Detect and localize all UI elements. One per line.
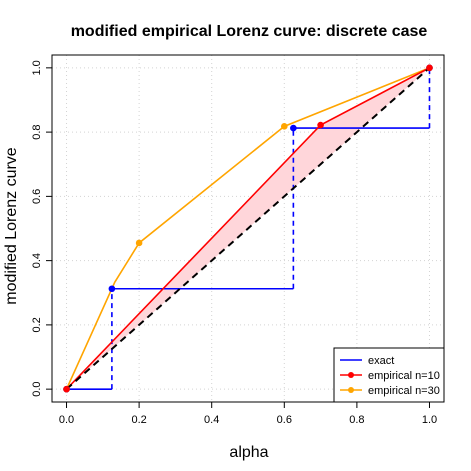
point-empirical-n-30 <box>280 123 288 130</box>
series-points-group <box>63 64 433 393</box>
y-tick-label: 0.8 <box>31 124 43 139</box>
y-tick-label: 0.6 <box>31 189 43 204</box>
y-axis-label: modified Lorenz curve <box>3 147 20 305</box>
x-tick-label: 0.6 <box>277 414 292 426</box>
point-empirical-n-10 <box>426 64 433 72</box>
x-tick-label: 0.4 <box>204 414 219 426</box>
point-empirical-n-10 <box>63 385 70 393</box>
diagonal-line <box>65 67 431 390</box>
grid <box>52 55 444 402</box>
x-tick-label: 0.2 <box>131 414 146 426</box>
point-exact <box>290 124 297 132</box>
legend-label-exact: exact <box>368 355 394 367</box>
y-tick-label: 0.4 <box>31 253 43 268</box>
legend-marker-empirical-n-30 <box>348 387 354 393</box>
legend: exact empirical n=10 empirical n=30 <box>333 347 445 403</box>
legend-label-empirical-n-10: empirical n=10 <box>368 370 440 382</box>
point-empirical-n-30 <box>135 239 143 247</box>
y-tick-label: 1.0 <box>31 60 43 75</box>
point-exact <box>108 285 116 293</box>
x-tick-label: 1.0 <box>422 414 437 426</box>
legend-label-empirical-n-30: empirical n=30 <box>368 385 440 397</box>
y-tick-label: 0.0 <box>31 381 43 396</box>
x-tick-label: 0.8 <box>349 414 364 426</box>
legend-marker-empirical-n-10 <box>348 372 354 378</box>
y-tick-label: 0.2 <box>31 317 43 332</box>
point-empirical-n-10 <box>317 121 324 129</box>
y-axis: 0.0 0.2 0.4 0.6 0.8 1.0 <box>31 60 52 397</box>
x-axis: 0.0 0.2 0.4 0.6 0.8 1.0 <box>59 402 437 426</box>
chart-title: modified empirical Lorenz curve: discret… <box>71 23 428 40</box>
x-axis-label: alpha <box>229 444 268 461</box>
series-lines-group <box>65 67 431 390</box>
x-tick-label: 0.0 <box>59 414 74 426</box>
plot-frame <box>51 54 445 403</box>
